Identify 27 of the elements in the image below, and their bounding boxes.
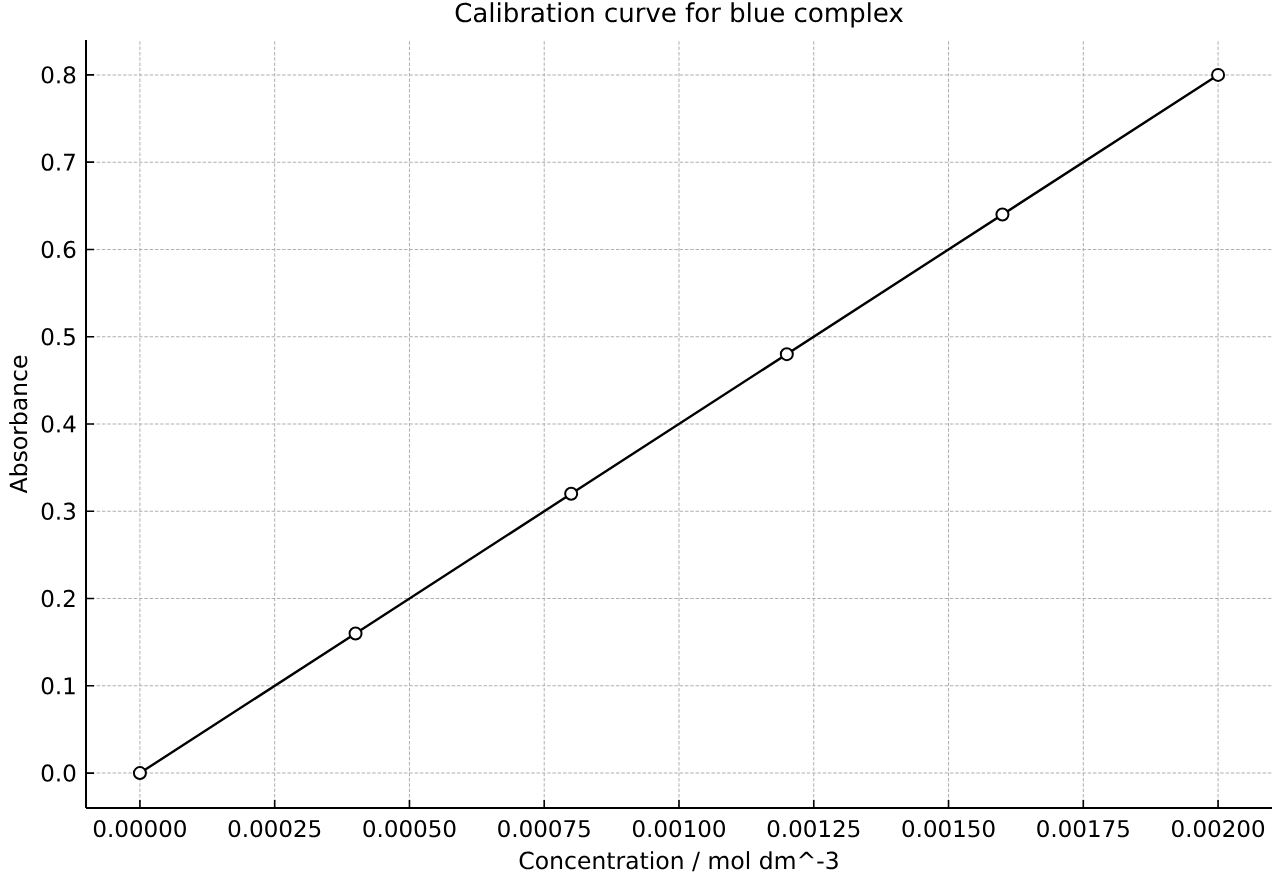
y-tick-label: 0.1 [41,677,75,695]
y-tick-label: 0.4 [41,415,76,433]
y-axis-title: Absorbance [9,355,28,494]
y-tick-label: 0.8 [41,66,76,84]
x-tick-label: 0.00075 [498,819,590,838]
point [1211,67,1226,82]
x-tick-label: 0.00050 [363,819,456,838]
point [779,347,794,362]
y-tick-label: 0.6 [41,240,76,259]
point [564,486,579,501]
x-tick-label: 0.00025 [228,819,321,838]
y-tick-label: 0.5 [41,328,75,346]
x-tick-label: 0.00150 [902,819,995,838]
point [132,766,147,781]
x-tick-label: 0.00000 [93,819,186,838]
x-tick-label: 0.00200 [1172,819,1265,838]
point [348,626,363,641]
x-axis-title: Concentration / mol dm^-3 [519,851,838,872]
point [995,207,1010,222]
chart-title: Calibration curve for blue complex [455,2,903,28]
x-tick-label: 0.00100 [632,819,725,838]
y-tick-label: 0.0 [41,764,76,782]
y-tick-label: 0.3 [41,502,75,520]
x-tick-label: 0.00125 [767,819,860,838]
y-tick-label: 0.2 [41,589,75,608]
x-tick-label: 0.00175 [1037,819,1129,838]
y-tick-label: 0.7 [41,153,75,171]
